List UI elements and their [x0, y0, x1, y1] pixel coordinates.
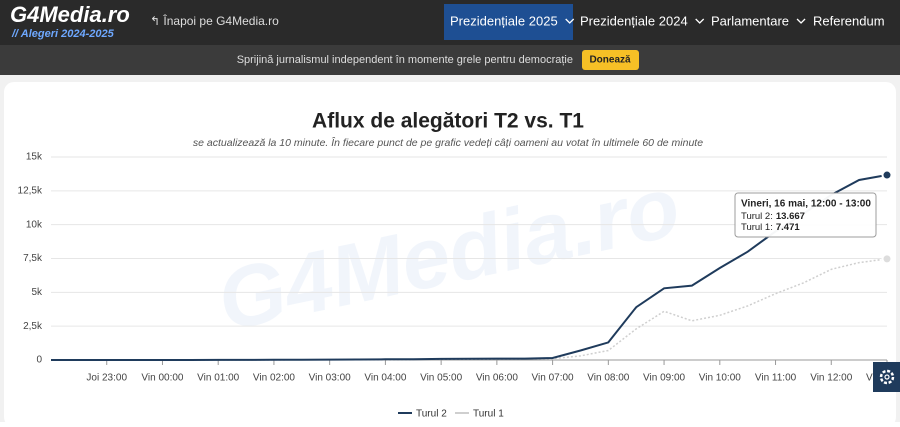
x-tick-label: Vin 03:00	[309, 373, 352, 384]
tooltip-value: 7.471	[776, 222, 800, 233]
tooltip-row: Turul 2: 13.667	[741, 211, 805, 222]
tooltip-box	[734, 192, 877, 238]
tooltip-row: Turul 1: 7.471	[741, 222, 800, 233]
chart-subtitle: se actualizează la 10 minute. În fiecare…	[193, 136, 703, 149]
nav-active	[444, 4, 573, 40]
x-tick-label: Vin 12:00	[810, 373, 853, 384]
x-tick-label: Vin 07:00	[532, 373, 575, 384]
tooltip-value: 13.667	[776, 211, 805, 222]
x-tick-label: Vin 06:00	[476, 373, 519, 384]
x-tick-label: Vin 05:00	[420, 373, 463, 384]
nav-item[interactable]: Prezidențiale 2025	[450, 13, 558, 28]
back-link[interactable]: ↰ Înapoi pe G4Media.ro	[150, 13, 279, 28]
x-tick-label: Vin 01:00	[197, 373, 240, 384]
donate-button[interactable]	[582, 50, 639, 70]
x-tick-label: Vin 00:00	[141, 373, 184, 384]
x-tick-label: Vin 10:00	[699, 373, 742, 384]
logo-sub: // Alegeri 2024-2025	[11, 28, 115, 40]
y-tick-label: 0	[36, 355, 42, 366]
x-tick-label: Vin 04:00	[364, 373, 407, 384]
x-tick-label: Vin 02:00	[253, 373, 296, 384]
series-line	[51, 174, 888, 361]
settings-button[interactable]	[873, 362, 900, 392]
tooltip-title: Vineri, 16 mai, 12:00 - 13:00	[741, 199, 871, 210]
settings-icon-center	[884, 374, 890, 380]
chart-card	[4, 82, 896, 427]
y-tick-label: 2,5k	[23, 321, 43, 332]
banner	[0, 45, 900, 75]
x-tick-label: Joi 23:00	[86, 373, 127, 384]
series-line	[51, 258, 888, 361]
y-tick-label: 12,5k	[18, 185, 43, 196]
y-tick-label: 5k	[31, 287, 43, 298]
x-tick-label: Vin 09:00	[643, 373, 686, 384]
hover-marker	[881, 253, 893, 265]
x-tick-label: Vin 08:00	[587, 373, 630, 384]
nav-caret	[565, 18, 575, 24]
tooltip-series: Turul 2:	[741, 211, 773, 222]
y-tick-label: 7,5k	[23, 253, 43, 264]
logo[interactable]: G4Media.ro	[10, 2, 130, 27]
donate-label[interactable]: Donează	[589, 55, 631, 66]
legend-label[interactable]: Turul 2	[416, 409, 447, 420]
nav-item[interactable]: Parlamentare	[711, 13, 789, 28]
y-tick-label: 10k	[26, 219, 43, 230]
y-tick-label: 15k	[26, 152, 43, 163]
nav-caret	[796, 18, 806, 24]
tooltip-series: Turul 1:	[741, 222, 773, 233]
nav-item[interactable]: Referendum	[813, 13, 885, 28]
nav-item[interactable]: Prezidențiale 2024	[580, 13, 688, 28]
chart-title: Aflux de alegători T2 vs. T1	[312, 110, 584, 133]
nav-caret	[695, 18, 705, 24]
x-tick-label: Vin 11:00	[755, 373, 797, 384]
banner-text: Sprijină jurnalismul independent în mome…	[237, 54, 573, 66]
legend-label[interactable]: Turul 1	[473, 409, 504, 420]
settings-icon[interactable]	[879, 369, 895, 385]
hover-marker	[881, 169, 893, 181]
